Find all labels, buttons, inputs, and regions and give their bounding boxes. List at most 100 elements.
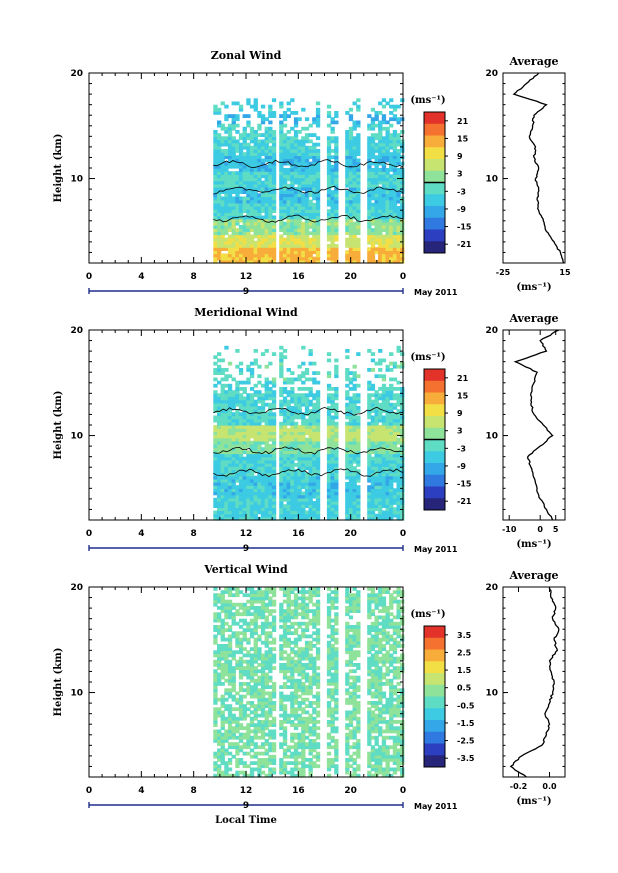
heatmap-cell bbox=[242, 463, 247, 467]
heatmap-cell bbox=[392, 234, 398, 239]
heatmap-cell bbox=[235, 745, 240, 750]
heatmap-cell bbox=[334, 244, 339, 248]
heatmap-cell bbox=[264, 739, 269, 743]
heatmap-cell bbox=[227, 399, 233, 404]
heatmap-cell bbox=[392, 434, 398, 439]
heatmap-cell bbox=[260, 590, 266, 594]
heatmap-cell bbox=[217, 371, 222, 375]
heatmap-cell bbox=[352, 206, 357, 210]
heatmap-cell bbox=[253, 669, 258, 674]
heatmap-cell bbox=[271, 450, 277, 455]
heatmap-cell bbox=[334, 212, 339, 217]
heatmap-cell bbox=[213, 431, 218, 436]
heatmap-cell bbox=[220, 368, 225, 372]
heatmap-cell bbox=[348, 431, 354, 436]
heatmap-cell bbox=[220, 593, 225, 598]
heatmap-cell bbox=[396, 507, 401, 512]
heatmap-cell bbox=[392, 402, 398, 407]
heatmap-cell bbox=[224, 231, 229, 236]
heatmap-cell bbox=[217, 478, 222, 483]
heatmap-cell bbox=[231, 488, 236, 493]
heatmap-cell bbox=[253, 516, 258, 521]
heatmap-cell bbox=[271, 168, 277, 172]
heatmap-cell bbox=[224, 704, 229, 708]
heatmap-cell bbox=[374, 174, 379, 179]
heatmap-cell bbox=[286, 174, 291, 179]
heatmap-cell bbox=[297, 409, 302, 413]
heatmap-cell bbox=[301, 206, 306, 210]
heatmap-cell bbox=[304, 237, 310, 242]
heatmap-cell bbox=[238, 396, 244, 401]
heatmap-cell bbox=[381, 196, 387, 201]
heatmap-cell bbox=[286, 497, 291, 502]
heatmap-cell bbox=[260, 504, 266, 508]
heatmap-cell bbox=[301, 380, 306, 385]
heatmap-cell bbox=[400, 387, 405, 391]
heatmap-cell bbox=[238, 659, 244, 664]
heatmap-cell bbox=[279, 174, 284, 179]
heatmap-cell bbox=[334, 206, 339, 210]
heatmap-cell bbox=[217, 510, 222, 515]
heatmap-cell bbox=[385, 475, 390, 480]
heatmap-cell bbox=[348, 485, 354, 489]
heatmap-cell bbox=[290, 463, 295, 467]
heatmap-cell bbox=[286, 250, 291, 255]
heatmap-cell bbox=[271, 259, 277, 264]
heatmap-cell bbox=[385, 247, 390, 251]
heatmap-cell bbox=[315, 497, 321, 502]
heatmap-cell bbox=[396, 237, 401, 242]
heatmap-cell bbox=[213, 466, 218, 470]
heatmap-cell bbox=[301, 478, 306, 483]
heatmap-cell bbox=[257, 726, 262, 731]
heatmap-cell bbox=[235, 459, 240, 464]
heatmap-cell bbox=[389, 469, 394, 474]
heatmap-cell bbox=[326, 504, 332, 508]
heatmap-cell bbox=[249, 685, 255, 689]
heatmap-cell bbox=[271, 637, 277, 642]
heatmap-cell bbox=[304, 196, 310, 201]
heatmap-cell bbox=[370, 133, 376, 137]
heatmap-cell bbox=[293, 123, 299, 128]
heatmap-cell bbox=[370, 187, 376, 191]
heatmap-cell bbox=[330, 421, 335, 426]
heatmap-cell bbox=[224, 152, 229, 156]
heatmap-cell bbox=[253, 164, 258, 169]
heatmap-cell bbox=[260, 187, 266, 191]
heatmap-cell bbox=[304, 504, 310, 508]
heatmap-cell bbox=[345, 240, 350, 245]
heatmap-cell bbox=[334, 425, 339, 429]
heatmap-cell bbox=[356, 231, 361, 236]
heatmap-cell bbox=[330, 202, 335, 207]
colorbar-swatch bbox=[424, 369, 445, 382]
heatmap-cell bbox=[217, 253, 222, 258]
heatmap-cell bbox=[356, 244, 361, 248]
heatmap-cell bbox=[282, 177, 288, 182]
heatmap-cell bbox=[392, 215, 398, 220]
heatmap-cell bbox=[374, 215, 379, 220]
heatmap-cell bbox=[385, 485, 390, 489]
heatmap-cell bbox=[304, 466, 310, 470]
heatmap-cell bbox=[308, 478, 313, 483]
heatmap-cell bbox=[227, 453, 233, 458]
heatmap-cell bbox=[257, 745, 262, 750]
heatmap-cell bbox=[220, 247, 225, 251]
heatmap-cell bbox=[286, 136, 291, 141]
heatmap-cell bbox=[264, 663, 269, 667]
heatmap-cell bbox=[217, 244, 222, 248]
heatmap-cell bbox=[286, 368, 291, 372]
heatmap-cell bbox=[231, 123, 236, 128]
heatmap-cell bbox=[231, 678, 236, 683]
heatmap-cell bbox=[385, 507, 390, 512]
heatmap-cell bbox=[238, 180, 244, 185]
heatmap-cell bbox=[213, 237, 218, 242]
heatmap-cell bbox=[345, 199, 350, 204]
heatmap-cell bbox=[378, 453, 383, 458]
heatmap-cell bbox=[301, 472, 306, 477]
heatmap-cell bbox=[348, 183, 354, 188]
heatmap-cell bbox=[231, 463, 236, 467]
heatmap-cell bbox=[231, 694, 236, 699]
heatmap-cell bbox=[268, 466, 273, 470]
heatmap-cell bbox=[217, 402, 222, 407]
heatmap-cell bbox=[260, 678, 266, 683]
